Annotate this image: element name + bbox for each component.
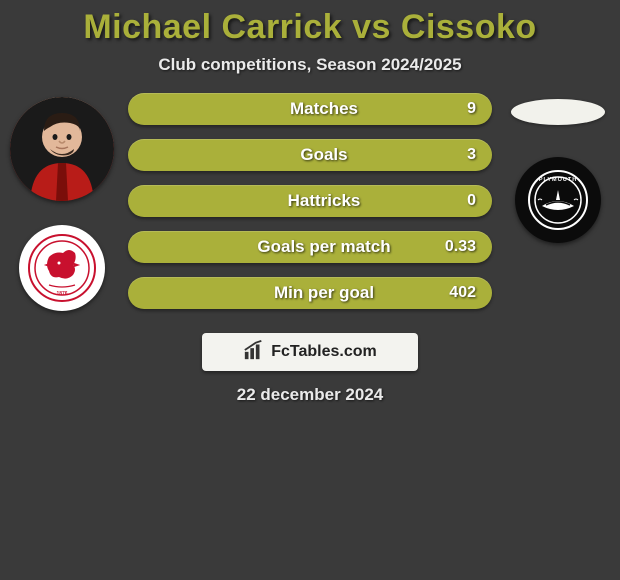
page-title: Michael Carrick vs Cissoko (0, 8, 620, 47)
main-area: 1876 Matches 9 Goals 3 Hattricks 0 (0, 93, 620, 311)
stat-label: Goals per match (184, 237, 436, 257)
stat-bar-goals-per-match: Goals per match 0.33 (128, 231, 492, 263)
stat-bar-matches: Matches 9 (128, 93, 492, 125)
player-photo-left (10, 97, 114, 201)
stat-right-value: 0 (436, 192, 476, 210)
club-badge-right: PLYMOUTH (515, 157, 601, 243)
stat-bar-hattricks: Hattricks 0 (128, 185, 492, 217)
chart-icon (243, 339, 265, 366)
stat-label: Matches (184, 99, 436, 119)
stat-bar-min-per-goal: Min per goal 402 (128, 277, 492, 309)
stat-right-value: 3 (436, 146, 476, 164)
right-column: PLYMOUTH (500, 93, 620, 243)
date: 22 december 2024 (0, 385, 620, 405)
stat-right-value: 9 (436, 100, 476, 118)
club-badge-left: 1876 (19, 225, 105, 311)
svg-text:1876: 1876 (56, 291, 67, 297)
stat-label: Min per goal (184, 283, 436, 303)
player-photo-right (511, 99, 605, 125)
stats-column: Matches 9 Goals 3 Hattricks 0 Goals per … (120, 93, 500, 309)
stat-bar-goals: Goals 3 (128, 139, 492, 171)
brand-name: FcTables.com (271, 343, 377, 361)
comparison-card: Michael Carrick vs Cissoko Club competit… (0, 0, 620, 405)
left-column: 1876 (0, 93, 120, 311)
stat-right-value: 0.33 (436, 238, 476, 256)
brand-box[interactable]: FcTables.com (202, 333, 418, 371)
svg-text:PLYMOUTH: PLYMOUTH (539, 177, 577, 183)
subtitle: Club competitions, Season 2024/2025 (0, 55, 620, 75)
stat-label: Hattricks (184, 191, 436, 211)
stat-label: Goals (184, 145, 436, 165)
stat-right-value: 402 (436, 284, 476, 302)
